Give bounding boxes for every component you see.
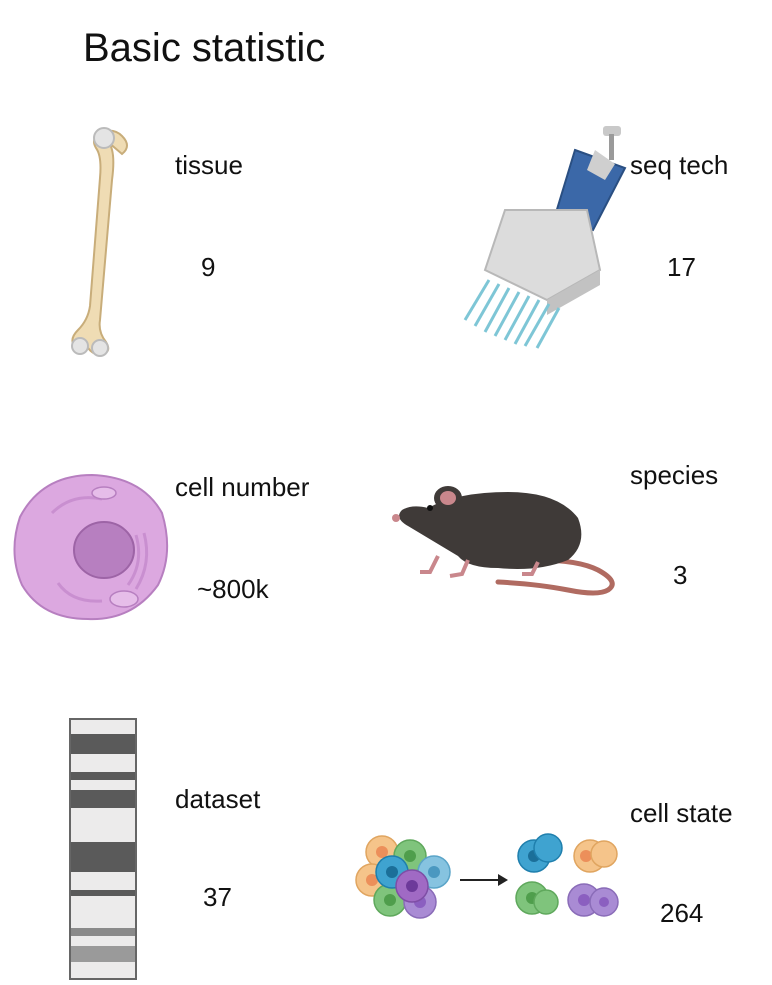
cell-clustering-icon [355, 833, 619, 919]
stat-value-seq-tech: 17 [667, 252, 696, 282]
page-title: Basic statistic [83, 26, 326, 70]
stat-value-dataset: 37 [203, 882, 232, 912]
stat-value-species: 3 [673, 560, 688, 590]
gel-lane-icon [69, 718, 137, 980]
cell-icon [13, 473, 169, 621]
stat-label-seq-tech: seq tech [630, 150, 729, 180]
stat-label-cell-state: cell state [630, 798, 733, 828]
stat-value-cell-state: 264 [660, 898, 704, 928]
multichannel-pipette-icon [463, 126, 627, 349]
stat-value-cell-number: ~800k [197, 574, 269, 604]
stat-label-cell-number: cell number [175, 472, 310, 502]
stat-label-species: species [630, 460, 719, 490]
stat-label-tissue: tissue [175, 150, 243, 180]
stat-label-dataset: dataset [175, 784, 261, 814]
stat-value-tissue: 9 [201, 252, 216, 282]
bone-icon [71, 127, 128, 357]
mouse-icon [392, 486, 615, 596]
